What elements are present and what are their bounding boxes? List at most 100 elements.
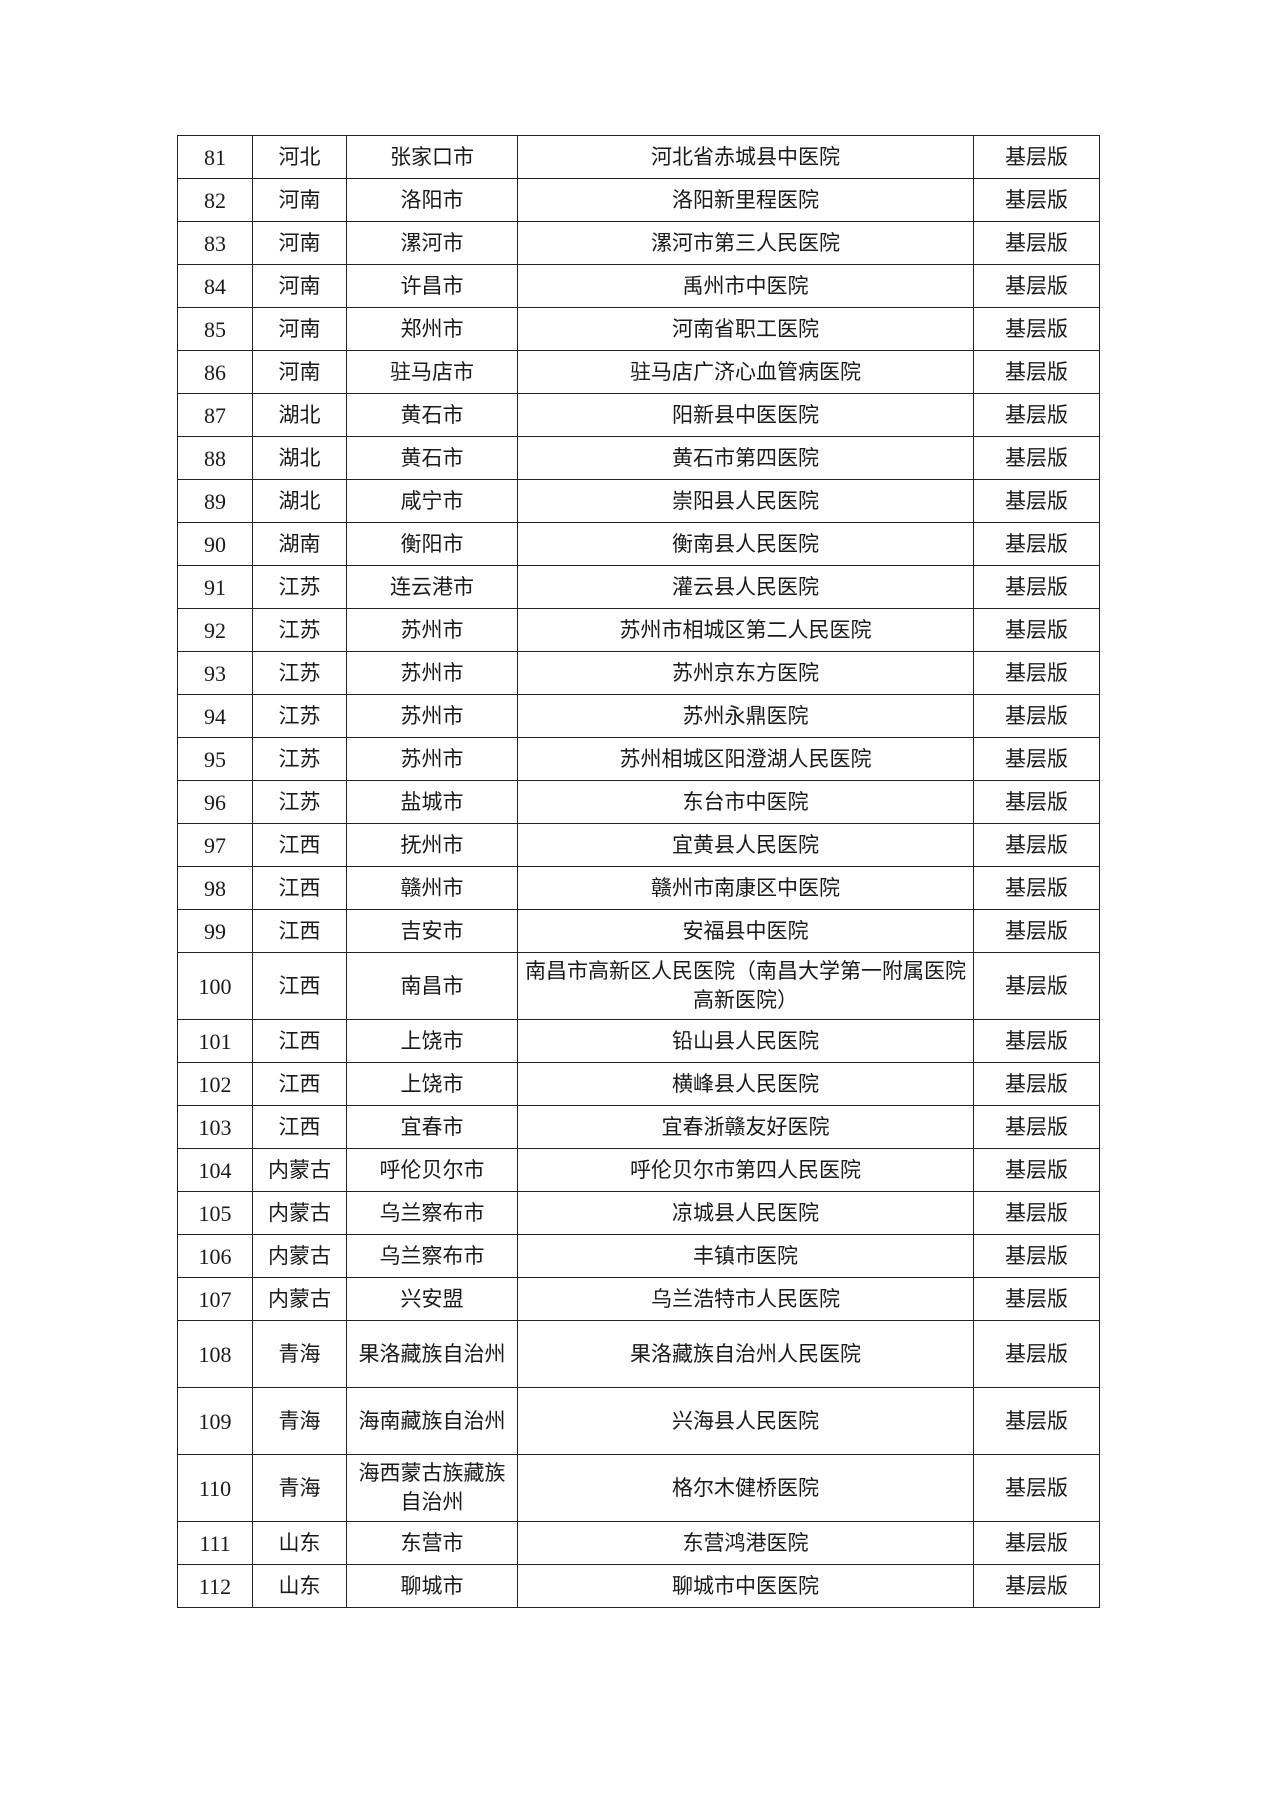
row-number-cell: 95 (177, 737, 253, 781)
table-row: 93 江苏 苏州市 苏州京东方医院 基层版 (177, 651, 1100, 695)
city-cell: 吉安市 (346, 909, 518, 953)
table-row: 92 江苏 苏州市 苏州市相城区第二人民医院 基层版 (177, 608, 1100, 652)
table-row: 88 湖北 黄石市 黄石市第四医院 基层版 (177, 436, 1100, 480)
hospital-name-cell: 乌兰浩特市人民医院 (517, 1277, 974, 1321)
city-cell: 张家口市 (346, 135, 518, 179)
edition-cell: 基层版 (973, 1277, 1100, 1321)
table-row: 94 江苏 苏州市 苏州永鼎医院 基层版 (177, 694, 1100, 738)
row-number-cell: 107 (177, 1277, 253, 1321)
hospital-name-cell: 宜春浙赣友好医院 (517, 1105, 974, 1149)
edition-cell: 基层版 (973, 393, 1100, 437)
hospital-name-cell: 赣州市南康区中医院 (517, 866, 974, 910)
edition-cell: 基层版 (973, 1387, 1100, 1455)
row-number-cell: 83 (177, 221, 253, 265)
city-cell: 苏州市 (346, 608, 518, 652)
edition-cell: 基层版 (973, 909, 1100, 953)
edition-cell: 基层版 (973, 1191, 1100, 1235)
edition-cell: 基层版 (973, 866, 1100, 910)
hospital-name-cell: 铅山县人民医院 (517, 1019, 974, 1063)
edition-cell: 基层版 (973, 479, 1100, 523)
city-cell: 宜春市 (346, 1105, 518, 1149)
hospital-name-cell: 南昌市高新区人民医院（南昌大学第一附属医院高新医院） (517, 952, 974, 1020)
row-number-cell: 96 (177, 780, 253, 824)
city-cell: 东营市 (346, 1521, 518, 1565)
hospital-name-cell: 丰镇市医院 (517, 1234, 974, 1278)
province-cell: 江苏 (252, 694, 347, 738)
row-number-cell: 92 (177, 608, 253, 652)
edition-cell: 基层版 (973, 952, 1100, 1020)
hospital-name-cell: 驻马店广济心血管病医院 (517, 350, 974, 394)
province-cell: 湖北 (252, 393, 347, 437)
row-number-cell: 87 (177, 393, 253, 437)
hospital-list-table: 81 河北 张家口市 河北省赤城县中医院 基层版 82 河南 洛阳市 洛阳新里程医院 基层版 83 河… (177, 135, 1100, 1608)
city-cell: 驻马店市 (346, 350, 518, 394)
edition-cell: 基层版 (973, 1234, 1100, 1278)
province-cell: 河南 (252, 350, 347, 394)
edition-cell: 基层版 (973, 436, 1100, 480)
row-number-cell: 94 (177, 694, 253, 738)
province-cell: 江西 (252, 1019, 347, 1063)
province-cell: 河南 (252, 221, 347, 265)
hospital-name-cell: 聊城市中医医院 (517, 1564, 974, 1608)
table-row: 90 湖南 衡阳市 衡南县人民医院 基层版 (177, 522, 1100, 566)
province-cell: 湖北 (252, 436, 347, 480)
province-cell: 河北 (252, 135, 347, 179)
city-cell: 赣州市 (346, 866, 518, 910)
edition-cell: 基层版 (973, 737, 1100, 781)
edition-cell: 基层版 (973, 1062, 1100, 1106)
row-number-cell: 81 (177, 135, 253, 179)
hospital-name-cell: 苏州相城区阳澄湖人民医院 (517, 737, 974, 781)
province-cell: 山东 (252, 1521, 347, 1565)
city-cell: 盐城市 (346, 780, 518, 824)
province-cell: 江苏 (252, 651, 347, 695)
edition-cell: 基层版 (973, 178, 1100, 222)
city-cell: 南昌市 (346, 952, 518, 1020)
edition-cell: 基层版 (973, 1148, 1100, 1192)
hospital-name-cell: 安福县中医院 (517, 909, 974, 953)
city-cell: 上饶市 (346, 1062, 518, 1106)
table-body: 81 河北 张家口市 河北省赤城县中医院 基层版 82 河南 洛阳市 洛阳新里程医院 基层版 83 河… (177, 135, 1100, 1608)
table-row: 97 江西 抚州市 宜黄县人民医院 基层版 (177, 823, 1100, 867)
province-cell: 湖北 (252, 479, 347, 523)
city-cell: 海南藏族自治州 (346, 1387, 518, 1455)
row-number-cell: 104 (177, 1148, 253, 1192)
city-cell: 乌兰察布市 (346, 1191, 518, 1235)
hospital-name-cell: 崇阳县人民医院 (517, 479, 974, 523)
hospital-name-cell: 黄石市第四医院 (517, 436, 974, 480)
hospital-name-cell: 呼伦贝尔市第四人民医院 (517, 1148, 974, 1192)
edition-cell: 基层版 (973, 264, 1100, 308)
table-row: 81 河北 张家口市 河北省赤城县中医院 基层版 (177, 135, 1100, 179)
edition-cell: 基层版 (973, 651, 1100, 695)
edition-cell: 基层版 (973, 608, 1100, 652)
hospital-name-cell: 宜黄县人民医院 (517, 823, 974, 867)
province-cell: 内蒙古 (252, 1191, 347, 1235)
city-cell: 黄石市 (346, 436, 518, 480)
hospital-name-cell: 格尔木健桥医院 (517, 1454, 974, 1522)
city-cell: 漯河市 (346, 221, 518, 265)
table-row: 108 青海 果洛藏族自治州 果洛藏族自治州人民医院 基层版 (177, 1320, 1100, 1388)
table-row: 111 山东 东营市 东营鸿港医院 基层版 (177, 1521, 1100, 1565)
city-cell: 呼伦贝尔市 (346, 1148, 518, 1192)
province-cell: 青海 (252, 1320, 347, 1388)
table-row: 110 青海 海西蒙古族藏族自治州 格尔木健桥医院 基层版 (177, 1454, 1100, 1522)
row-number-cell: 86 (177, 350, 253, 394)
hospital-name-cell: 横峰县人民医院 (517, 1062, 974, 1106)
hospital-name-cell: 河北省赤城县中医院 (517, 135, 974, 179)
edition-cell: 基层版 (973, 221, 1100, 265)
province-cell: 江苏 (252, 565, 347, 609)
row-number-cell: 105 (177, 1191, 253, 1235)
hospital-name-cell: 漯河市第三人民医院 (517, 221, 974, 265)
province-cell: 山东 (252, 1564, 347, 1608)
city-cell: 乌兰察布市 (346, 1234, 518, 1278)
edition-cell: 基层版 (973, 1019, 1100, 1063)
edition-cell: 基层版 (973, 135, 1100, 179)
row-number-cell: 100 (177, 952, 253, 1020)
city-cell: 黄石市 (346, 393, 518, 437)
edition-cell: 基层版 (973, 350, 1100, 394)
province-cell: 江西 (252, 1105, 347, 1149)
edition-cell: 基层版 (973, 1454, 1100, 1522)
row-number-cell: 109 (177, 1387, 253, 1455)
hospital-name-cell: 洛阳新里程医院 (517, 178, 974, 222)
row-number-cell: 84 (177, 264, 253, 308)
row-number-cell: 93 (177, 651, 253, 695)
